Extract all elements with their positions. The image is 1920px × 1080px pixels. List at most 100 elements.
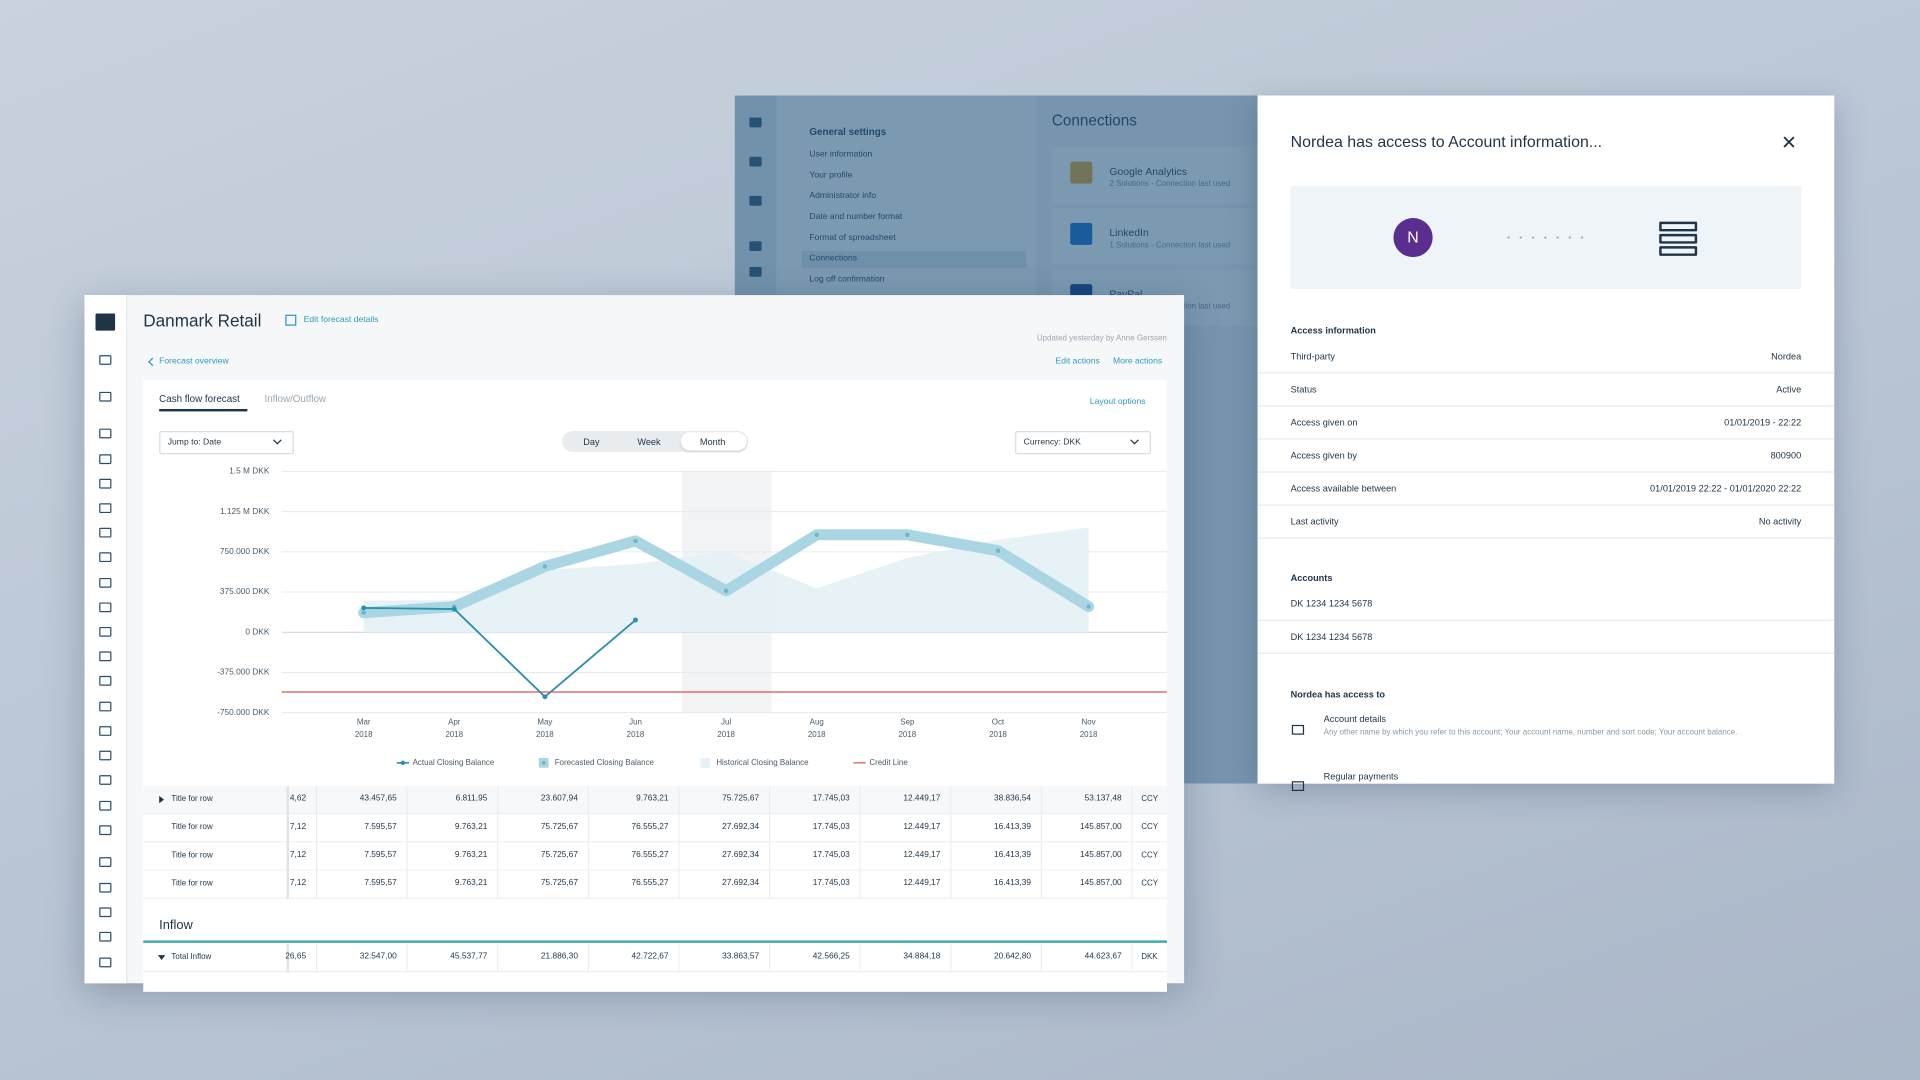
sidebar-icon[interactable] (99, 478, 112, 489)
sidebar-icon[interactable] (99, 355, 112, 365)
column-divider (587, 943, 589, 972)
period-option[interactable]: Day (583, 436, 600, 448)
column-divider (1131, 813, 1133, 842)
column-divider (1131, 943, 1133, 972)
sidebar-icon[interactable] (99, 626, 112, 637)
sidebar-icon[interactable] (99, 391, 112, 402)
column-divider (406, 785, 408, 814)
sidebar-icon[interactable] (99, 701, 112, 712)
sidebar-icon[interactable] (99, 602, 112, 613)
info-label: Access given by (1290, 450, 1357, 462)
connector-dot (1580, 236, 1584, 239)
modal-title: Nordea has access to Account information… (1290, 132, 1603, 151)
jump-dropdown[interactable] (159, 431, 294, 455)
connector-dot (1544, 236, 1547, 239)
action-link[interactable]: More actions (1113, 357, 1163, 366)
cell-value: 75.725,67 (540, 822, 578, 832)
column-divider (497, 813, 499, 842)
close-button[interactable] (1780, 133, 1797, 150)
edit-link[interactable]: Edit forecast details (303, 315, 379, 325)
column-divider (859, 841, 861, 870)
cell-unit: CCY (1141, 794, 1159, 804)
row-title[interactable]: Title for row (171, 794, 213, 804)
sidebar-icon[interactable] (99, 503, 112, 514)
cell-unit: CCY (1141, 879, 1159, 888)
breadcrumb[interactable]: Forecast overview (159, 357, 229, 366)
info-label: Third-party (1290, 350, 1336, 362)
cell-value: 17.745,03 (812, 794, 850, 804)
column-divider (859, 813, 861, 842)
cell-unit: CCY (1141, 851, 1159, 860)
sidebar-icon[interactable] (99, 552, 112, 563)
cell-value: 21.886,30 (540, 952, 578, 962)
sidebar-icon[interactable] (99, 775, 112, 785)
front-bottom (84, 983, 1184, 1080)
sidebar-icon[interactable] (99, 428, 112, 439)
cell-value: 16.413,39 (993, 850, 1032, 860)
account-number: DK 1234 1234 5678 (1290, 598, 1373, 610)
column-divider (1131, 785, 1133, 814)
collapse-caret (157, 955, 166, 960)
period-option[interactable]: Week (637, 436, 661, 448)
modal-clip (1258, 784, 1835, 808)
column-divider (678, 785, 680, 814)
sidebar-icon[interactable] (99, 931, 112, 942)
currency-dropdown[interactable] (1015, 431, 1152, 455)
sidebar-icon[interactable] (99, 800, 112, 811)
cell-value: 53.137,48 (1084, 794, 1122, 804)
column-divider (315, 943, 318, 972)
cell-value: 145.857,00 (1079, 822, 1122, 832)
info-label: Access given on (1290, 416, 1358, 428)
dropdown-label: Jump to: Date (167, 438, 222, 447)
column-divider (406, 813, 408, 842)
access-item-title: Account details (1323, 713, 1386, 725)
cell-value: 42.722,67 (631, 952, 669, 962)
tab[interactable]: Inflow/Outflow (264, 393, 327, 405)
row-divider (1257, 405, 1835, 407)
action-link[interactable]: Edit actions (1055, 357, 1100, 366)
connector-dot (1519, 236, 1523, 239)
column-divider (587, 841, 589, 870)
cell-unit: DKK (1141, 952, 1158, 962)
column-divider (497, 785, 499, 814)
row-divider (1257, 619, 1835, 621)
cell-value: 76.555,27 (631, 879, 669, 888)
sidebar-icon[interactable] (99, 907, 112, 918)
sidebar-icon[interactable] (99, 577, 112, 588)
cell-value: 7,12 (289, 850, 307, 860)
cell-value: 9.763,21 (454, 879, 488, 888)
sidebar-icon[interactable] (99, 825, 112, 836)
column-divider (950, 785, 952, 814)
connector-dot (1556, 236, 1559, 239)
info-value: Active (1776, 383, 1802, 395)
item-icon (1291, 781, 1305, 792)
sidebar-icon[interactable] (99, 957, 112, 968)
cell-value: 12.449,17 (903, 822, 941, 832)
cell-value: 32.547,00 (359, 952, 397, 962)
cell-value: 76.555,27 (631, 822, 669, 832)
sidebar-icon[interactable] (99, 651, 112, 662)
cell-value: 16.413,39 (993, 822, 1032, 832)
cell-value: 44.623,67 (1084, 952, 1122, 962)
row-title: Total Inflow (171, 952, 212, 962)
sidebar-icon[interactable] (99, 857, 112, 867)
section-title: Inflow (159, 918, 193, 933)
sidebar-icon[interactable] (99, 527, 112, 538)
sidebar-icon[interactable] (99, 675, 112, 686)
layout-link[interactable]: Layout options (1089, 397, 1146, 407)
column-divider (315, 785, 318, 814)
tab[interactable]: Cash flow forecast (159, 393, 240, 405)
sidebar-icon[interactable] (99, 750, 112, 761)
cell-value: 12.449,17 (903, 850, 941, 860)
connector-dot (1531, 236, 1535, 239)
period-option[interactable]: Month (699, 436, 726, 448)
sidebar-icon[interactable] (99, 726, 112, 736)
cell-value: 17.745,03 (812, 850, 850, 860)
column-divider (1040, 841, 1043, 870)
tab-underline (159, 408, 248, 411)
cell-value: 75.725,67 (722, 794, 760, 804)
sidebar-icon[interactable] (99, 454, 112, 465)
sidebar-icon[interactable] (99, 882, 112, 893)
